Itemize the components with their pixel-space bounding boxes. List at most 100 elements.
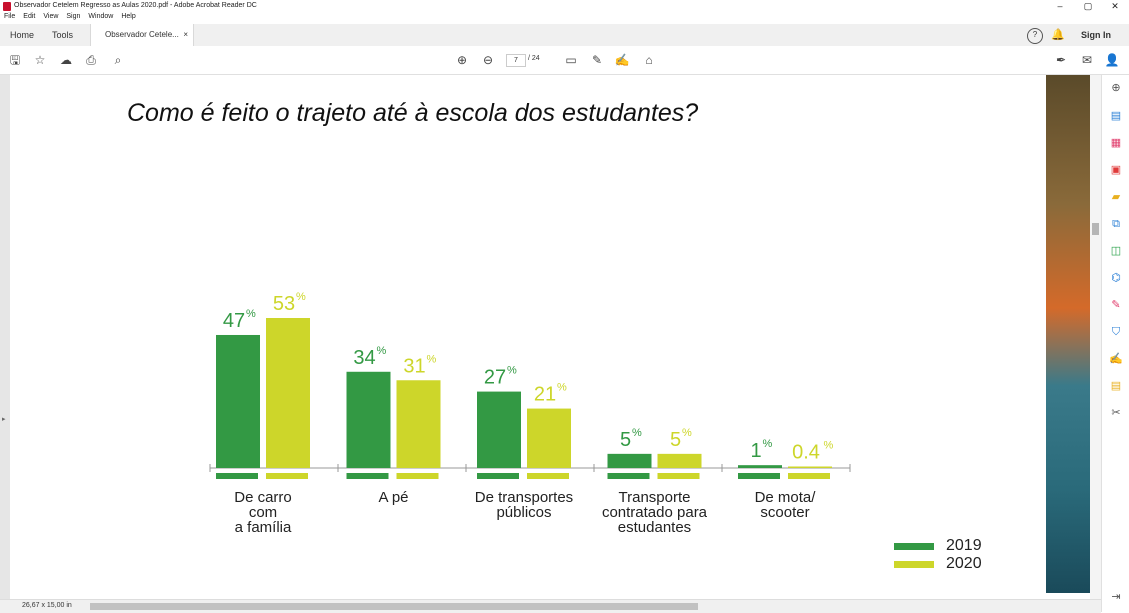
star-icon[interactable]: ☆ xyxy=(34,53,46,67)
print-icon[interactable]: ⎙ xyxy=(86,53,96,67)
bar-marker-2019 xyxy=(346,473,389,479)
tab-document[interactable]: Observador Cetele... × xyxy=(90,24,194,47)
close-window-button[interactable]: ✕ xyxy=(1111,1,1119,11)
export-pdf-icon[interactable]: ▣ xyxy=(1110,164,1122,176)
page-total: / 24 xyxy=(528,55,540,62)
save-icon[interactable]: 🖫 xyxy=(9,53,21,67)
fill-sign-tool-icon[interactable]: ✎ xyxy=(1111,299,1121,311)
data-label-unit: % xyxy=(557,382,567,394)
bar-2019 xyxy=(477,391,521,468)
bar-marker-2020 xyxy=(396,473,439,479)
collapse-panel-icon[interactable]: ⇥ xyxy=(1111,591,1121,603)
share-user-icon[interactable]: 👤 xyxy=(1104,53,1120,67)
bar-marker-2020 xyxy=(788,473,830,479)
tab-tools[interactable]: Tools xyxy=(52,30,74,40)
bar-2020 xyxy=(396,380,441,468)
acrobat-app-icon xyxy=(3,2,11,11)
zoom-icon[interactable]: ⊕ xyxy=(1111,82,1121,94)
close-tab-icon[interactable]: × xyxy=(183,30,188,39)
menu-bar: File Edit View Sign Window Help xyxy=(0,13,1129,24)
comment-icon[interactable]: ▭ xyxy=(565,53,577,67)
tab-bar: Home Tools Observador Cetele... × ? 🔔 Si… xyxy=(0,24,1129,47)
data-label-unit: % xyxy=(427,353,437,365)
data-label-2020: 53 xyxy=(273,293,295,315)
category-label: a família xyxy=(235,519,292,536)
student-photo xyxy=(1046,75,1090,593)
data-label-unit: % xyxy=(296,291,306,303)
toolbar: 🖫 ☆ ☁ ⎙ ⌕ ⊕ ⊖ 7 / 24 ▭ ✎ ✍ ⌂ ✒ ✉ 👤 xyxy=(0,46,1129,75)
document-viewer[interactable]: ▸ Como é feito o trajeto até à escola do… xyxy=(0,75,1101,599)
cloud-upload-icon[interactable]: ☁ xyxy=(60,53,72,67)
right-tool-rail: ⊕ ▤ ▦ ▣ ▰ ⧉ ◫ ⌬ ✎ ⛉ ✍ ▤ ✂ ⇥ xyxy=(1101,75,1129,612)
menu-file[interactable]: File xyxy=(4,13,16,20)
compare-icon[interactable]: ◫ xyxy=(1110,245,1122,257)
category-label: scooter xyxy=(760,504,809,521)
chart-legend: 2019 2020 xyxy=(894,537,1004,577)
zoom-search-icon[interactable]: ⌕ xyxy=(114,53,122,67)
category-label: públicos xyxy=(496,504,551,521)
highlight-pen-icon[interactable]: ✎ xyxy=(591,53,603,67)
page-size-readout: 26,67 x 15,00 in xyxy=(22,602,72,609)
category-label: De transportes xyxy=(475,489,573,506)
more-tools-icon[interactable]: ✂ xyxy=(1111,407,1121,419)
data-label-2019: 27 xyxy=(484,367,506,389)
bar-marker-2019 xyxy=(738,473,780,479)
menu-window[interactable]: Window xyxy=(88,13,114,20)
legend-swatch-2019 xyxy=(894,543,934,550)
category-label: com xyxy=(249,504,277,521)
legend-swatch-2020 xyxy=(894,561,934,568)
legend-label-2019: 2019 xyxy=(946,537,982,554)
menu-edit[interactable]: Edit xyxy=(23,13,36,20)
protect-shield-icon[interactable]: ⛉ xyxy=(1111,326,1121,338)
page-number-input[interactable]: 7 xyxy=(506,54,526,67)
data-label-unit: % xyxy=(632,427,642,439)
left-panel-toggle-icon[interactable]: ▸ xyxy=(2,416,6,423)
bar-2020 xyxy=(266,318,310,468)
data-label-unit: % xyxy=(507,365,517,377)
page-down-icon[interactable]: ⊖ xyxy=(482,53,494,67)
data-label-2020: 5 xyxy=(670,429,681,451)
title-bar: Observador Cetelem Regresso as Aulas 202… xyxy=(0,0,1129,13)
bell-icon[interactable]: 🔔 xyxy=(1051,29,1065,41)
stamp-icon[interactable]: ⌂ xyxy=(645,53,653,67)
scan-ocr-icon[interactable]: ⌬ xyxy=(1111,272,1121,284)
bar-2020 xyxy=(527,408,571,468)
vertical-scrollbar[interactable] xyxy=(1090,75,1101,599)
email-icon[interactable]: ✉ xyxy=(1081,53,1093,67)
maximize-button[interactable]: ▢ xyxy=(1083,1,1093,11)
create-pdf-icon[interactable]: ▤ xyxy=(1110,110,1122,122)
bar-2020 xyxy=(657,453,702,468)
sign-in-button[interactable]: Sign In xyxy=(1081,30,1111,40)
bar-marker-2019 xyxy=(216,473,258,479)
category-label: A pé xyxy=(378,489,408,506)
menu-help[interactable]: Help xyxy=(121,13,136,20)
bar-2019 xyxy=(346,371,391,468)
menu-sign[interactable]: Sign xyxy=(66,13,81,20)
prepare-form-icon[interactable]: ▤ xyxy=(1110,380,1122,392)
draw-icon[interactable]: ✍ xyxy=(614,53,630,67)
fill-sign-icon[interactable]: ✒ xyxy=(1055,53,1067,67)
data-label-2019: 1 xyxy=(750,440,761,462)
organize-pages-icon[interactable]: ▦ xyxy=(1110,137,1122,149)
menu-view[interactable]: View xyxy=(43,13,59,20)
pdf-page: Como é feito o trajeto até à escola dos … xyxy=(10,75,1101,599)
help-icon[interactable]: ? xyxy=(1027,28,1043,44)
combine-files-icon[interactable]: ⧉ xyxy=(1112,218,1120,230)
tab-document-label: Observador Cetele... xyxy=(105,30,179,39)
send-for-signature-icon[interactable]: ✍ xyxy=(1109,353,1123,365)
data-label-2019: 47 xyxy=(223,310,245,332)
legend-item-2020: 2020 xyxy=(894,555,1004,573)
vertical-scroll-thumb[interactable] xyxy=(1092,223,1099,235)
tab-home[interactable]: Home xyxy=(10,30,35,40)
bar-2019 xyxy=(738,465,782,468)
page-up-icon[interactable]: ⊕ xyxy=(456,53,468,67)
horizontal-scroll-thumb[interactable] xyxy=(90,603,698,610)
minimize-button[interactable]: – xyxy=(1057,1,1063,11)
horizontal-scrollbar[interactable] xyxy=(82,602,1082,610)
slide-title: Como é feito o trajeto até à escola dos … xyxy=(127,99,699,127)
bar-marker-2019 xyxy=(607,473,650,479)
category-label: De carro xyxy=(234,489,292,506)
comment-tool-icon[interactable]: ▰ xyxy=(1111,191,1121,203)
data-label-unit: % xyxy=(682,427,692,439)
